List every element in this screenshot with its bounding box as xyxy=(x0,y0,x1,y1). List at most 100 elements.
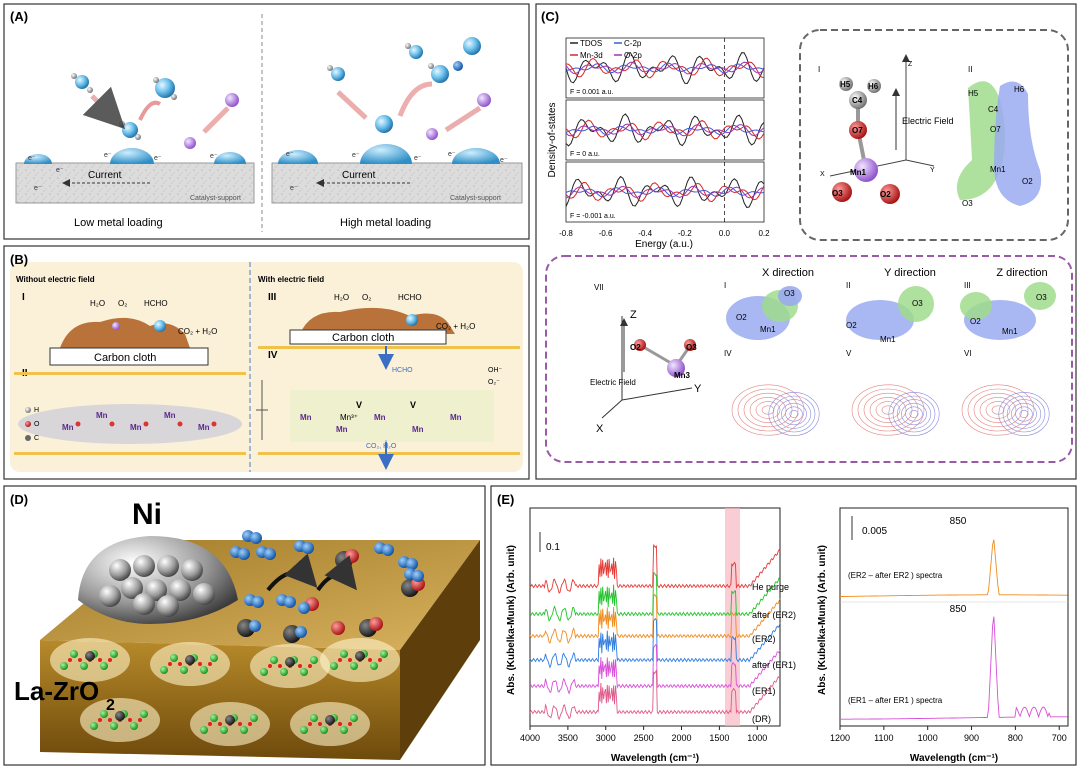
roman-label: VII xyxy=(594,283,604,292)
dos-legend-item: Mn-3d xyxy=(580,51,603,60)
hcho-molecule xyxy=(428,63,449,83)
x-tick: 4000 xyxy=(520,733,540,743)
direction-title: X direction xyxy=(762,267,814,279)
panel-d: (D) Ni La-ZrO 2 xyxy=(3,485,486,766)
svg-text:O₂: O₂ xyxy=(118,299,127,308)
peak-label-top: 850 xyxy=(950,516,967,527)
metal-dome xyxy=(214,152,246,164)
panel-c: (C) F = 0.001 a.u. F = 0 a.u. F = -0.001 a… xyxy=(535,3,1077,480)
atom-label: O3 xyxy=(784,289,795,298)
dos-xlabel: Energy (a.u.) xyxy=(635,239,693,250)
electric-field-label: Electric Field xyxy=(902,116,954,126)
mn-atom-label: Mn xyxy=(62,423,74,432)
e-ylabel-right: Abs. (Kubelka-Munk) (Arb. unit) xyxy=(817,545,828,695)
ir-trace xyxy=(529,618,781,669)
atom-label: O3 xyxy=(962,199,973,208)
x-tick: 1100 xyxy=(874,733,893,743)
dos-xtick: -0.2 xyxy=(678,229,692,238)
dos-curve xyxy=(565,61,765,75)
dos-xtick: -0.8 xyxy=(559,229,573,238)
svg-text:Y: Y xyxy=(694,383,702,395)
mn-atom-label: Mn xyxy=(300,413,312,422)
e-ylabel-left: Abs. (Kubelka-Munk) (Arb. unit) xyxy=(506,545,517,695)
metal-dome xyxy=(110,148,154,164)
svg-text:HCHO: HCHO xyxy=(398,293,422,302)
svg-text:O: O xyxy=(34,421,40,428)
mn-atom-label: Mn xyxy=(96,411,108,420)
atom-label: H5 xyxy=(968,89,979,98)
svg-text:e⁻: e⁻ xyxy=(56,167,64,174)
svg-text:Z: Z xyxy=(908,61,913,68)
ni-label: Ni xyxy=(132,498,162,531)
atom-label: O2 xyxy=(970,317,981,326)
roman-label: IV xyxy=(724,349,732,358)
ni-atom xyxy=(157,555,179,577)
adsorbate xyxy=(331,621,345,635)
mn-atom-label: Mn xyxy=(374,413,386,422)
svg-text:I: I xyxy=(818,65,820,74)
ir-trace xyxy=(529,593,781,644)
atom-label: Mn1 xyxy=(990,165,1006,174)
ni-atom xyxy=(181,559,203,581)
oh-molecule xyxy=(184,93,239,149)
panel-b: (B) Without electric field With electric… xyxy=(3,245,530,480)
ni-atom xyxy=(121,577,143,599)
ir-trace xyxy=(529,668,781,721)
x-tick: 1000 xyxy=(747,733,767,743)
current-label: Current xyxy=(88,170,122,181)
caption-high: High metal loading xyxy=(340,217,431,229)
atom-label: O3 xyxy=(912,299,923,308)
trace-label: (ER1) xyxy=(752,686,776,696)
title-without: Without electric field xyxy=(16,275,95,284)
trace-label: after (ER2) xyxy=(752,610,796,620)
dos-curve xyxy=(565,57,765,79)
svg-text:C: C xyxy=(34,435,39,442)
hcho-molecule xyxy=(153,77,177,100)
e-xlabel-left: Wavelength (cm⁻¹) xyxy=(611,753,699,764)
x-tick: 800 xyxy=(1008,733,1023,743)
trace-label: (ER2) xyxy=(752,634,776,644)
dos-legend-item: C-2p xyxy=(624,39,642,48)
atom-label: H6 xyxy=(1014,85,1025,94)
atom-label: O2 xyxy=(846,321,857,330)
ir-trace xyxy=(529,644,781,695)
atom-label: O2 xyxy=(1022,177,1033,186)
svg-text:O₂: O₂ xyxy=(362,293,371,302)
svg-text:X: X xyxy=(596,423,604,435)
dos-xtick: 0.2 xyxy=(758,229,770,238)
atom-label: O3 xyxy=(832,189,843,198)
svg-text:H₂O: H₂O xyxy=(334,293,349,302)
svg-text:V: V xyxy=(356,400,362,410)
roman-label: VI xyxy=(964,349,972,358)
x-tick: 1200 xyxy=(830,733,850,743)
svg-text:e⁻: e⁻ xyxy=(500,157,508,164)
svg-text:e⁻: e⁻ xyxy=(104,152,112,159)
diff-spectrum xyxy=(840,616,1068,720)
panel-e: (E) He purge after (ER2) (ER2) after (ER1) (… xyxy=(490,485,1077,766)
atom-label: Mn3 xyxy=(674,371,691,380)
atom-label: Mn1 xyxy=(880,335,896,344)
svg-text:II: II xyxy=(968,65,972,74)
svg-text:e⁻: e⁻ xyxy=(34,185,42,192)
x-tick: 1000 xyxy=(918,733,938,743)
atom-label: Mn1 xyxy=(760,325,776,334)
atom-label: O3 xyxy=(686,343,697,352)
mn-atom-label: Mn xyxy=(198,423,210,432)
svg-text:OH⁻: OH⁻ xyxy=(488,367,503,374)
svg-text:Y: Y xyxy=(930,167,935,174)
title-with: With electric field xyxy=(258,275,324,284)
dos-legend-item: O-2p xyxy=(624,51,642,60)
x-tick: 1500 xyxy=(709,733,729,743)
dos-ylabel: Density-of-states xyxy=(547,102,558,177)
atom-label: C4 xyxy=(852,96,863,105)
field-value-label: F = -0.001 a.u. xyxy=(570,213,616,220)
svg-text:e⁻: e⁻ xyxy=(414,155,422,162)
field-value-label: F = 0.001 a.u. xyxy=(570,89,613,96)
svg-text:0.005: 0.005 xyxy=(862,526,887,537)
atom-label: O3 xyxy=(1036,293,1047,302)
dos-curve xyxy=(565,119,765,141)
dos-curve xyxy=(566,62,765,74)
mn-atom-label: Mn xyxy=(412,425,424,434)
electric-field-label: Electric Field xyxy=(590,378,636,387)
atom-label: O2 xyxy=(880,190,891,199)
